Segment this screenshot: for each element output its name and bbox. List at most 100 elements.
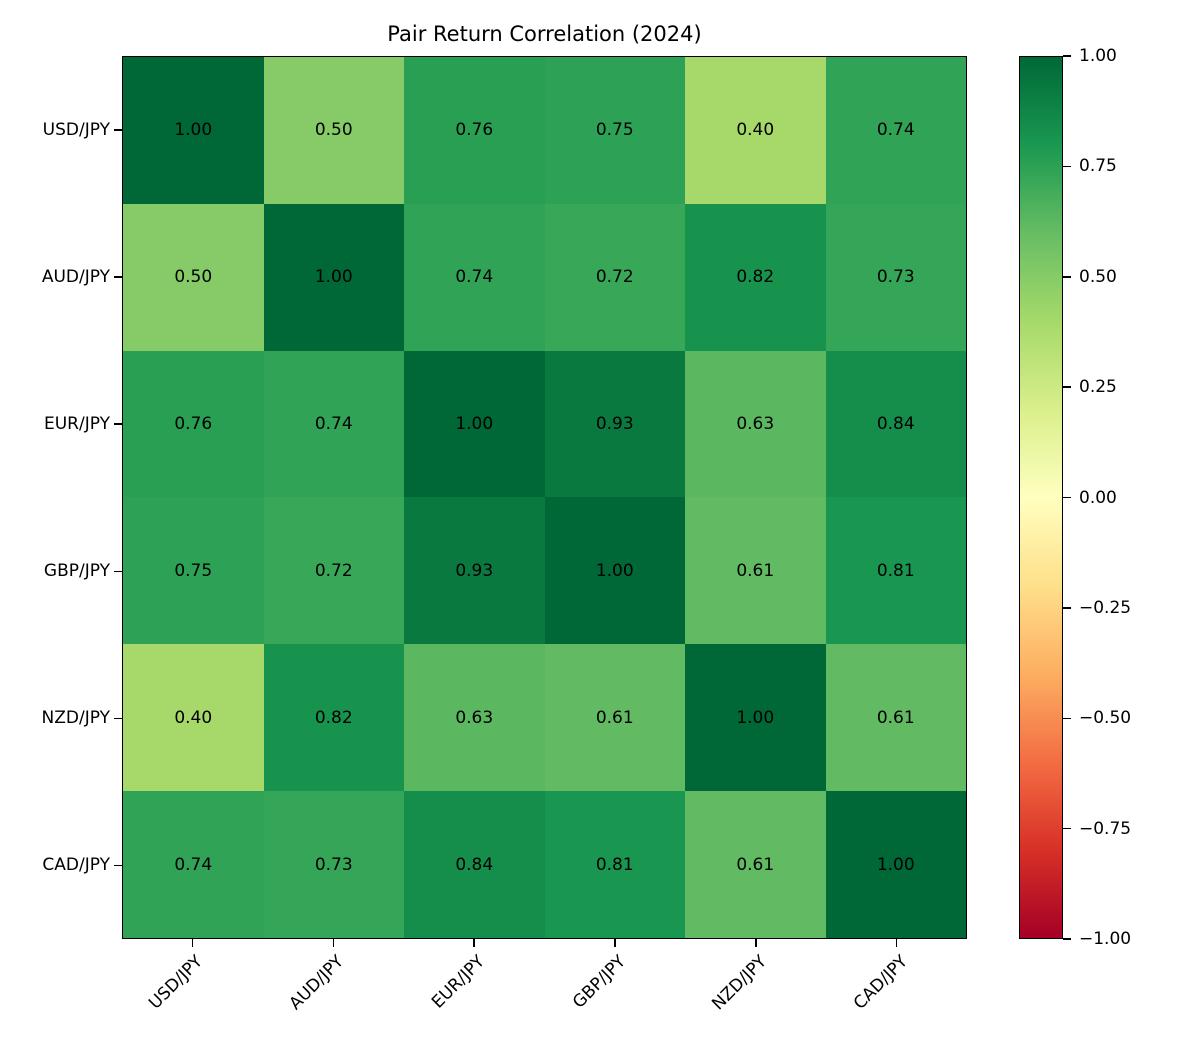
heatmap-cell-USD/JPY-GBP/JPY: 0.75 (544, 57, 685, 204)
heatmap-cell-CAD/JPY-NZD/JPY: 0.61 (685, 791, 826, 938)
cell-value-label: 1.00 (314, 267, 353, 288)
cell-value-label: 0.61 (595, 707, 634, 728)
colorbar-tick-label: −0.25 (1079, 597, 1132, 618)
colorbar-tick-mark (1063, 276, 1071, 278)
cell-value-label: 0.61 (736, 854, 775, 875)
colorbar-tick-label: 0.25 (1079, 377, 1117, 398)
cell-value-label: 0.74 (314, 414, 353, 435)
y-tick-label-CAD/JPY: CAD/JPY (42, 855, 110, 876)
colorbar-tick-label: 1.00 (1079, 46, 1117, 66)
colorbar-tick-label: 0.00 (1079, 487, 1117, 508)
cell-value-label: 0.50 (174, 267, 213, 288)
heatmap-cell-NZD/JPY-USD/JPY: 0.40 (123, 644, 264, 792)
cell-value-label: 1.00 (736, 707, 775, 728)
cell-value-label: 0.75 (595, 120, 634, 141)
heatmap-cell-NZD/JPY-GBP/JPY: 0.61 (544, 644, 685, 792)
heatmap-cell-EUR/JPY-GBP/JPY: 0.93 (544, 350, 685, 498)
heatmap-cell-NZD/JPY-CAD/JPY: 0.61 (825, 644, 966, 792)
heatmap-cell-USD/JPY-USD/JPY: 1.00 (123, 57, 264, 204)
cell-value-label: 0.40 (736, 120, 775, 141)
cell-value-label: 0.40 (174, 707, 213, 728)
colorbar-tick-label: −1.00 (1079, 929, 1132, 949)
heatmap-cell-CAD/JPY-CAD/JPY: 1.00 (825, 791, 966, 938)
heatmap-cell-AUD/JPY-GBP/JPY: 0.72 (544, 203, 685, 351)
colorbar-tick-label: −0.50 (1079, 708, 1132, 729)
colorbar-tick-mark (1063, 717, 1071, 719)
cell-value-label: 1.00 (174, 120, 213, 141)
colorbar-tick-mark (1063, 607, 1071, 609)
cell-value-label: 0.63 (736, 414, 775, 435)
y-tick-mark (114, 717, 122, 720)
colorbar-tick-mark (1063, 496, 1071, 499)
colorbar-tick-label: 0.50 (1079, 266, 1117, 287)
heatmap-cell-NZD/JPY-EUR/JPY: 0.63 (404, 644, 545, 792)
heatmap-grid: 1.00 0.50 0.76 0.75 0.40 0.74 0.50 1.00 0.74 0.72… (122, 56, 967, 939)
heatmap-cell-USD/JPY-NZD/JPY: 0.40 (685, 57, 826, 204)
heatmap-cell-EUR/JPY-CAD/JPY: 0.84 (825, 350, 966, 498)
x-tick-label-USD/JPY: USD/JPY (145, 951, 208, 1014)
heatmap-cell-AUD/JPY-NZD/JPY: 0.82 (685, 203, 826, 351)
heatmap-cell-CAD/JPY-EUR/JPY: 0.84 (404, 791, 545, 938)
x-tick-mark (755, 939, 757, 947)
heatmap-cell-USD/JPY-CAD/JPY: 0.74 (825, 57, 966, 204)
heatmap-cell-CAD/JPY-AUD/JPY: 0.73 (263, 791, 404, 938)
cell-value-label: 0.73 (876, 267, 915, 288)
y-tick-label-GBP/JPY: GBP/JPY (43, 561, 110, 582)
cell-value-label: 1.00 (876, 854, 915, 875)
x-tick-mark (332, 939, 334, 947)
heatmap-cell-AUD/JPY-EUR/JPY: 0.74 (404, 203, 545, 351)
heatmap-cell-USD/JPY-EUR/JPY: 0.76 (404, 57, 545, 204)
colorbar-tick-mark (1063, 386, 1071, 388)
cell-value-label: 1.00 (595, 560, 634, 581)
cell-value-label: 0.93 (455, 560, 494, 581)
heatmap-cell-GBP/JPY-USD/JPY: 0.75 (123, 497, 264, 645)
heatmap-cell-USD/JPY-AUD/JPY: 0.50 (263, 57, 404, 204)
heatmap-cell-GBP/JPY-EUR/JPY: 0.93 (404, 497, 545, 645)
heatmap-cell-EUR/JPY-USD/JPY: 0.76 (123, 350, 264, 498)
colorbar (1019, 56, 1063, 939)
cell-value-label: 0.84 (876, 414, 915, 435)
colorbar-tick-label: −0.75 (1079, 818, 1132, 839)
y-tick-mark (114, 570, 122, 573)
y-tick-label-USD/JPY: USD/JPY (42, 119, 110, 140)
y-tick-mark (114, 864, 122, 867)
colorbar-tick-mark (1063, 938, 1071, 940)
chart-title: Pair Return Correlation (2024) (387, 22, 702, 46)
cell-value-label: 0.61 (876, 707, 915, 728)
cell-value-label: 0.74 (174, 854, 213, 875)
cell-value-label: 0.63 (455, 707, 494, 728)
cell-value-label: 0.75 (174, 560, 213, 581)
colorbar-tick-mark (1063, 55, 1071, 57)
cell-value-label: 0.50 (314, 120, 353, 141)
heatmap-cell-CAD/JPY-USD/JPY: 0.74 (123, 791, 264, 938)
y-tick-mark (114, 276, 122, 278)
heatmap-cell-AUD/JPY-CAD/JPY: 0.73 (825, 203, 966, 351)
y-tick-mark (114, 423, 122, 425)
cell-value-label: 0.81 (595, 854, 634, 875)
heatmap-cell-GBP/JPY-NZD/JPY: 0.61 (685, 497, 826, 645)
heatmap-cell-EUR/JPY-EUR/JPY: 1.00 (404, 350, 545, 498)
cell-value-label: 0.61 (736, 560, 775, 581)
heatmap-cell-NZD/JPY-NZD/JPY: 1.00 (685, 644, 826, 792)
heatmap-cell-GBP/JPY-CAD/JPY: 0.81 (825, 497, 966, 645)
heatmap-cell-EUR/JPY-NZD/JPY: 0.63 (685, 350, 826, 498)
x-tick-mark (895, 939, 898, 947)
heatmap-cell-CAD/JPY-GBP/JPY: 0.81 (544, 791, 685, 938)
cell-value-label: 0.74 (455, 267, 494, 288)
heatmap-cell-NZD/JPY-AUD/JPY: 0.82 (263, 644, 404, 792)
x-tick-mark (473, 939, 475, 947)
colorbar-tick-mark (1063, 827, 1071, 830)
y-tick-label-EUR/JPY: EUR/JPY (44, 413, 110, 434)
y-tick-label-AUD/JPY: AUD/JPY (41, 266, 110, 287)
colorbar-tick-label: 0.75 (1079, 156, 1117, 177)
colorbar-tick-mark (1063, 165, 1071, 168)
heatmap-cell-AUD/JPY-USD/JPY: 0.50 (123, 203, 264, 351)
cell-value-label: 0.72 (314, 560, 353, 581)
cell-value-label: 0.76 (455, 120, 494, 141)
cell-value-label: 0.93 (595, 414, 634, 435)
cell-value-label: 0.74 (876, 120, 915, 141)
cell-value-label: 0.73 (314, 854, 353, 875)
y-tick-label-NZD/JPY: NZD/JPY (41, 708, 110, 729)
heatmap-cell-EUR/JPY-AUD/JPY: 0.74 (263, 350, 404, 498)
